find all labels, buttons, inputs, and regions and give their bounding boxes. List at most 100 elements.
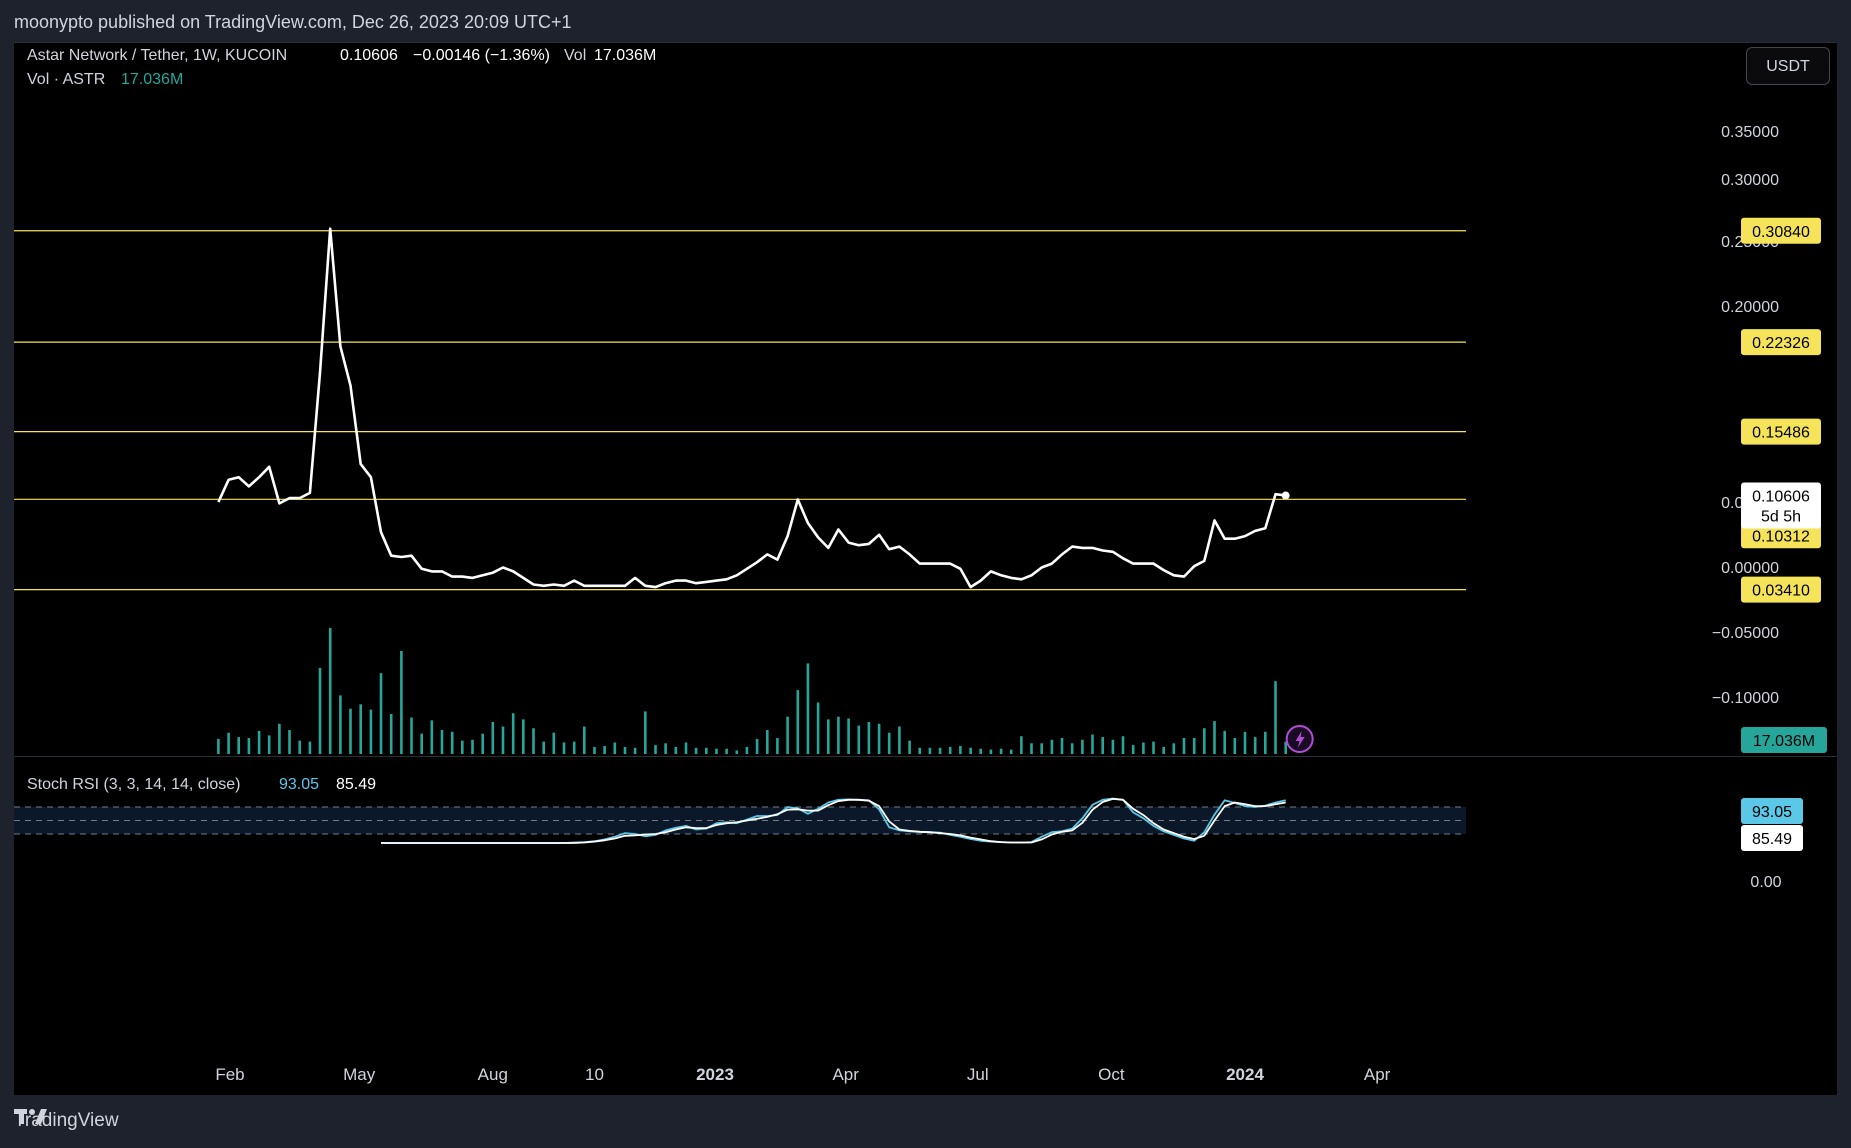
last-price-text: 0.10606 [1752,488,1810,505]
volume-bar [694,747,698,754]
volume-bar [898,726,901,754]
volume-bar [1253,737,1257,754]
legend-vol-line-label[interactable]: Vol · ASTR [27,71,105,88]
rsi-tick: 0.00 [1750,874,1781,891]
volume-bar [1111,739,1115,754]
legend-vol-label: Vol [564,47,586,64]
level-label-bg [1741,329,1821,356]
level-label-4: 0.03410 [1741,576,1821,603]
volume-bar [1162,746,1165,754]
legend-vol-value: 17.036M [594,47,656,64]
level-label-bg [1741,522,1821,549]
volume-bar [379,673,383,754]
currency-button[interactable]: USDT [1746,47,1830,85]
volume-bar [908,740,911,754]
volume-bar [633,747,637,754]
volume-bar [948,746,952,754]
volume-bar [339,695,342,754]
last-price-bg [1741,482,1821,529]
rsi-d-axis-label: 85.49 [1741,825,1803,851]
volume-bar [237,737,240,754]
legend-rsi-d: 85.49 [336,776,376,793]
volume-bar [471,739,474,754]
axes: 0.350000.300000.250000.200000.050000.000… [14,42,1837,1084]
volume-bar [572,741,576,754]
volume-bar [491,722,495,754]
volume-bar [684,742,688,754]
horizontal-levels [14,230,1466,591]
last-price-dot [1281,491,1290,500]
volume-bar [217,738,220,754]
level-label-2: 0.15486 [1741,418,1821,445]
chart-svg[interactable]: 0.350000.300000.250000.200000.050000.000… [14,42,1837,1095]
footer: TradingView [14,1106,119,1136]
volume-bar [887,732,891,754]
price-line [217,227,1286,589]
volume-label: 17.036M [1741,727,1827,753]
volume-bar [796,690,800,754]
tradingview-logo-icon [14,1109,47,1124]
volume-bar [389,714,393,754]
level-label-1: 0.22326 [1741,329,1821,356]
time-tick: Aug [478,1065,508,1084]
volume-bar [725,748,728,754]
volume-bar [278,723,281,754]
volume-bar [501,726,505,754]
rsi-k-axis-bg [1741,798,1803,824]
volume-bar [532,728,535,754]
price-series [217,227,1290,589]
volume-bar [613,742,617,754]
level-label-0: 0.30840 [1741,217,1821,244]
volume-bar [1131,745,1135,754]
volume-bar [1182,738,1186,754]
countdown-text: 5d 5h [1761,508,1801,525]
volume-bar [745,746,749,754]
legend-vol-line-value: 17.036M [121,71,183,88]
volume-bar [1060,738,1064,754]
volume-bar [644,711,647,754]
volume-bar [1152,741,1155,754]
volume-bar [674,746,678,754]
volume-bar [1233,738,1237,754]
time-tick: May [343,1065,376,1084]
volume-bar [461,740,464,754]
volume-bar [1264,731,1267,754]
volume-bar [603,746,606,754]
volume-bar [1274,681,1277,754]
volume-bar [847,718,850,754]
volume-bar [623,746,627,754]
volume-bar [1050,739,1054,754]
volume-label-text: 17.036M [1753,733,1815,750]
volume-bar [308,741,312,754]
volume-bar [755,738,759,754]
volume-bar [654,745,657,754]
price-tick: −0.10000 [1712,690,1779,707]
chart-frame[interactable]: 0.350000.300000.250000.200000.050000.000… [14,42,1837,1095]
volume-bar [481,733,484,754]
last-price-label: 0.10606 5d 5h [1741,482,1821,529]
volume-bar [227,732,230,754]
volume-bar [867,722,871,754]
volume-bar [400,651,403,754]
volume-bar [583,726,586,754]
legend-rsi-label[interactable]: Stoch RSI (3, 3, 14, 14, close) [27,776,240,793]
rsi-d-axis-text: 85.49 [1752,831,1792,848]
legend-symbol[interactable]: Astar Network / Tether, 1W, KUCOIN [27,47,287,64]
volume-bar [1040,743,1043,754]
volume-bar [735,750,739,754]
volume-bar [552,732,556,754]
volume-bar [705,747,708,754]
rsi-d-axis-bg [1741,825,1803,851]
time-tick: 2023 [696,1065,734,1084]
legend-rsi-k: 93.05 [279,776,319,793]
volume-label-bg [1741,727,1827,753]
volume-bar [420,733,423,754]
volume-bar [776,738,779,754]
volume-bar [1101,737,1104,754]
volume-bar [979,748,982,754]
volume-bar [969,747,972,754]
price-tick: 0.35000 [1721,124,1779,141]
time-tick: Oct [1098,1065,1125,1084]
price-tick: 0.00000 [1721,560,1779,577]
rsi-k-axis-text: 93.05 [1752,804,1792,821]
